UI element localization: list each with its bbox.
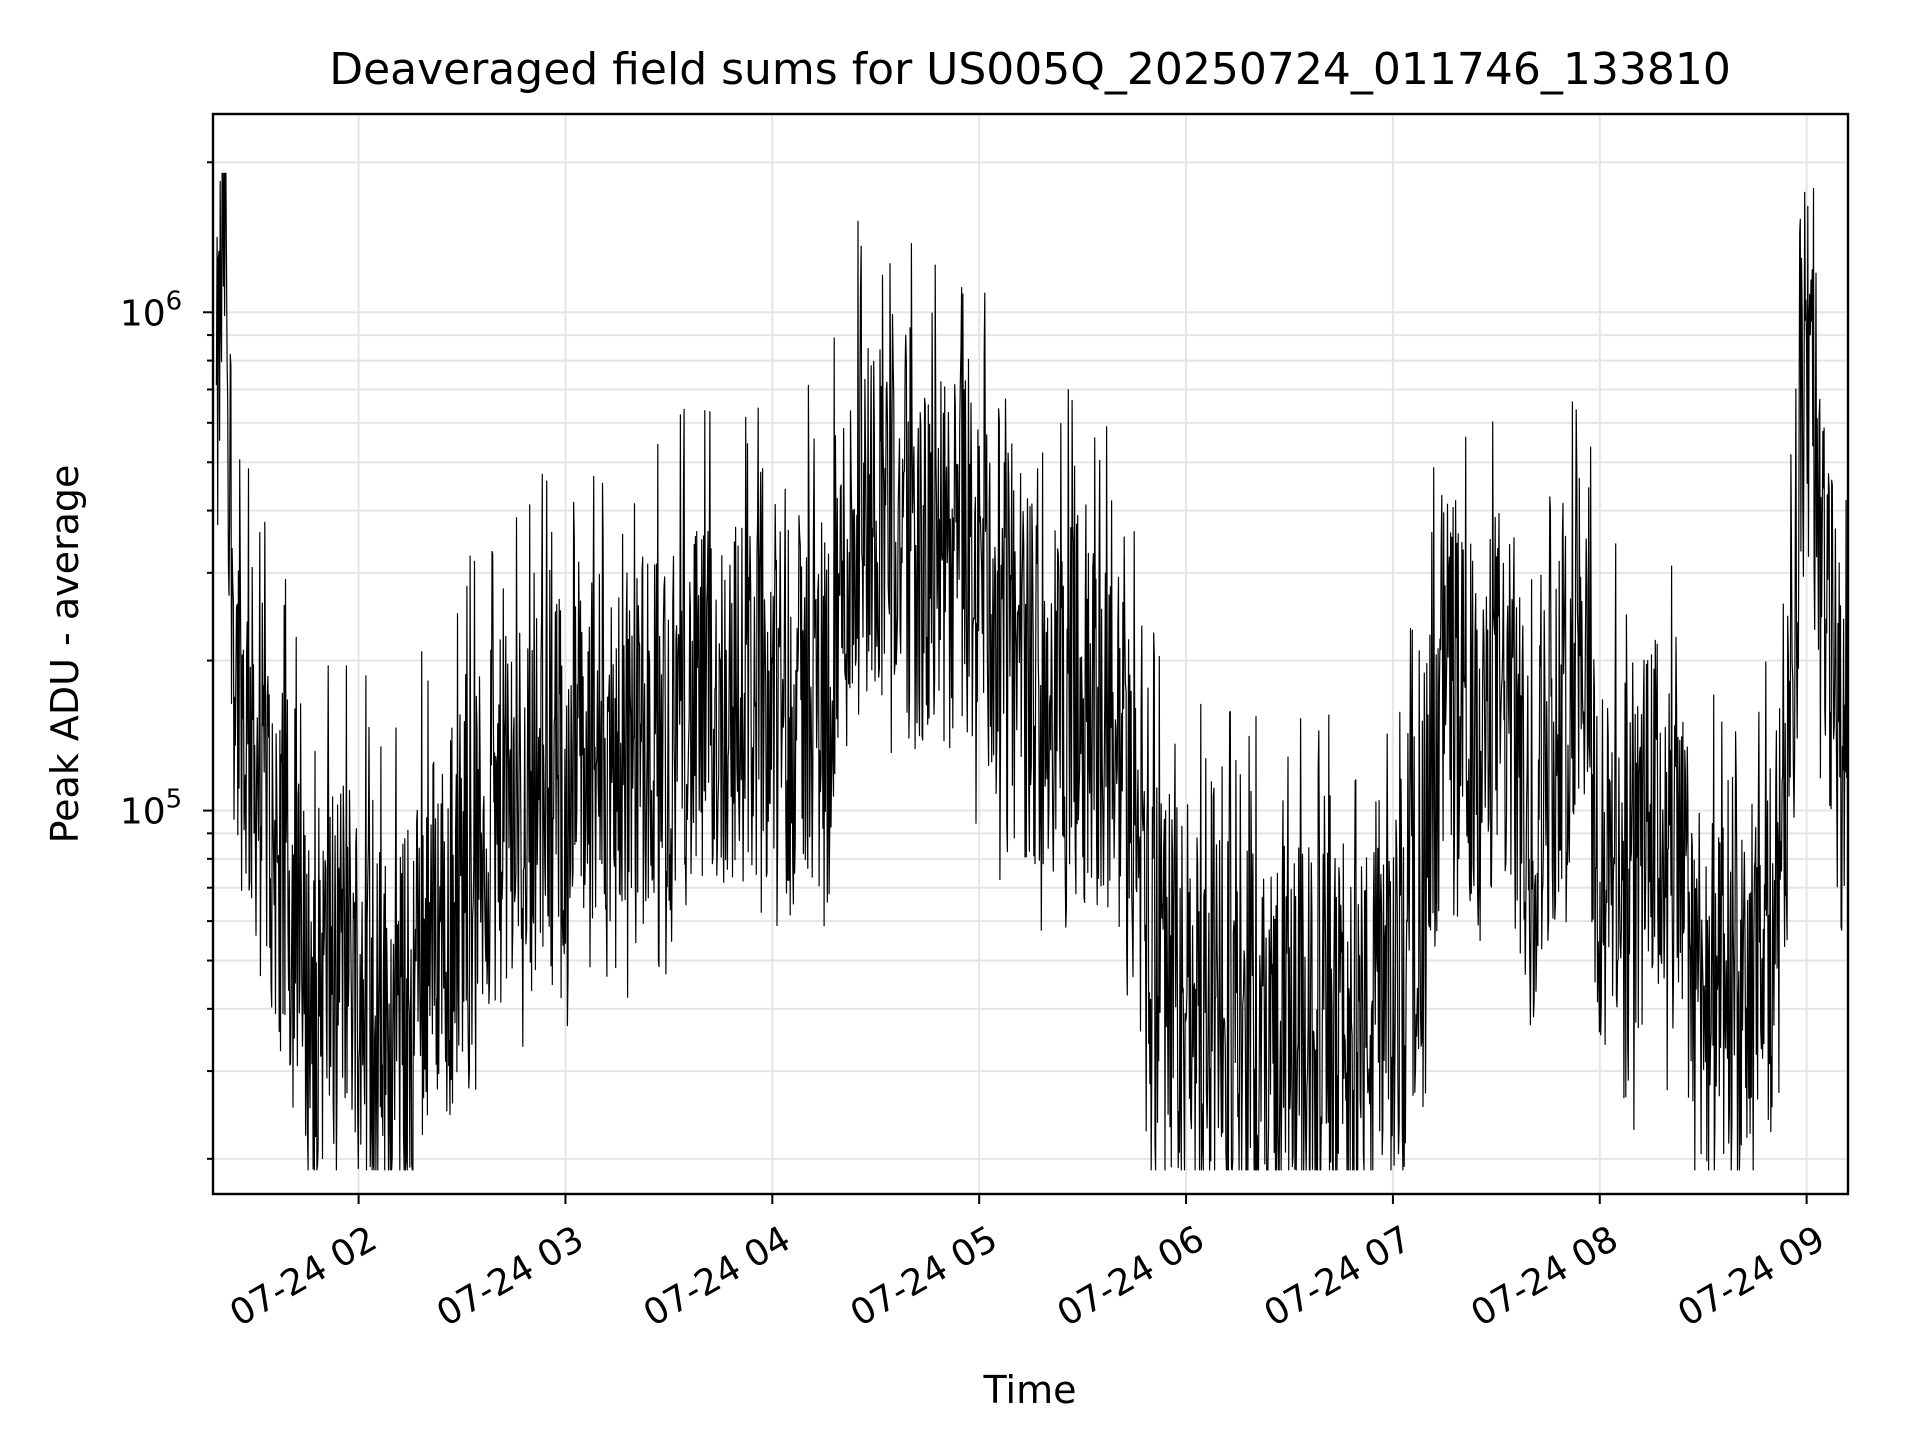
plot-frame [211, 112, 1850, 1196]
x-tick-label: 07-24 05 [844, 1218, 1005, 1334]
x-tick-label: 07-24 09 [1671, 1218, 1832, 1334]
chart-title: Deaveraged field sums for US005Q_2025072… [329, 44, 1731, 95]
x-axis-label: Time [983, 1368, 1077, 1412]
x-tick-label: 07-24 03 [430, 1218, 591, 1334]
x-tick-label: 07-24 04 [637, 1218, 798, 1334]
y-tick-label: 105 [120, 785, 182, 833]
x-tick-label: 07-24 06 [1051, 1218, 1212, 1334]
grid-lines [213, 114, 1848, 1194]
y-axis-label: Peak ADU - average [43, 465, 87, 844]
x-tick-label: 07-24 07 [1258, 1218, 1419, 1334]
series-line [215, 172, 1849, 1171]
x-tick-label: 07-24 02 [223, 1218, 384, 1334]
x-tick-label: 07-24 08 [1464, 1218, 1625, 1334]
y-tick-label: 106 [120, 286, 182, 334]
